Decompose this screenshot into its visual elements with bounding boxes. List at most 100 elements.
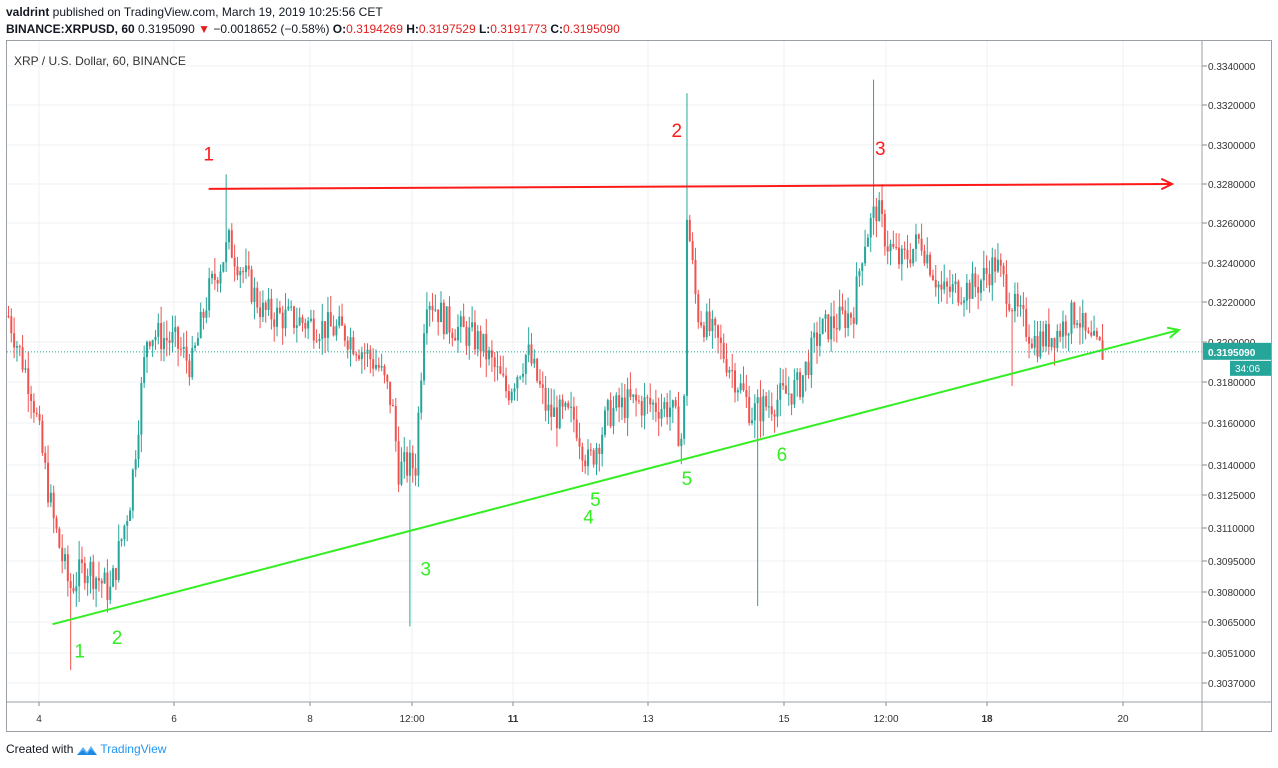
candle-body [629, 389, 632, 397]
candle-body [1056, 330, 1059, 348]
candle-body [80, 559, 83, 564]
candle-body [697, 294, 700, 323]
countdown-tag [1230, 360, 1271, 376]
candle-body [358, 355, 361, 360]
support-touch-label: 2 [112, 628, 123, 649]
tradingview-logo-icon [77, 745, 98, 755]
candle-body [527, 344, 530, 356]
candle-body [835, 328, 838, 330]
candle-body [674, 400, 677, 407]
candle-body [564, 402, 567, 407]
candle-body [55, 518, 58, 529]
candle-body [914, 234, 917, 249]
candle-body [643, 397, 646, 416]
candle-body [979, 280, 982, 293]
candle-body [117, 541, 120, 580]
close-label: C: [550, 22, 564, 36]
x-tick-label: 12:00 [873, 714, 898, 725]
trendlines [52, 177, 1182, 626]
candle-body [663, 402, 666, 409]
candle-body [242, 271, 245, 273]
candle-body [278, 307, 281, 313]
candle-body [479, 331, 482, 352]
candle-body [538, 380, 541, 385]
candle-body [897, 247, 900, 265]
candle-body [832, 316, 835, 329]
candle-body [205, 310, 208, 318]
candle-body [796, 372, 799, 381]
candle-body [736, 390, 739, 393]
x-tick-label: 8 [307, 714, 313, 725]
candle-body [725, 359, 728, 373]
candle-body [326, 312, 329, 338]
candle-body [813, 332, 816, 338]
candle-body [830, 316, 833, 340]
candle-body [131, 469, 134, 511]
candle-body [536, 358, 539, 381]
candle-body [934, 279, 937, 288]
candle-body [437, 309, 440, 323]
candle-body [369, 349, 372, 360]
down-arrow-icon: ▼ [198, 22, 211, 36]
candle-body [490, 350, 493, 358]
candle-body [852, 317, 855, 324]
candle-body [1016, 293, 1019, 307]
candle-body [417, 412, 420, 476]
candle-body [145, 341, 148, 358]
candle-body [601, 434, 604, 454]
candle-body [1033, 335, 1036, 348]
candle-body [688, 219, 691, 242]
candle-body [799, 372, 802, 398]
candle-body [530, 344, 533, 364]
candle-body [321, 321, 324, 340]
countdown-value: 34:06 [1235, 364, 1260, 375]
candle-body [881, 200, 884, 214]
candle-body [864, 246, 867, 264]
candle-body [227, 230, 230, 243]
candle-body [95, 577, 98, 590]
candle-body [561, 399, 564, 407]
tradingview-brand[interactable]: TradingView [100, 742, 167, 756]
candle-body [745, 390, 748, 398]
candle-body [58, 528, 61, 548]
candle-body [767, 406, 770, 408]
candle-body [332, 326, 335, 336]
candle-body [1019, 305, 1022, 307]
candle-body [1076, 323, 1079, 325]
candle-body [516, 377, 519, 389]
candle-body [982, 268, 985, 281]
candle-body [423, 333, 426, 381]
candle-body [151, 340, 154, 347]
candle-body [165, 338, 168, 341]
candle-body [1093, 330, 1096, 336]
candle-body [652, 402, 655, 405]
author-name[interactable]: valdrint [6, 5, 50, 19]
candle-body [434, 309, 437, 311]
candle-body [298, 317, 301, 326]
candle-body [109, 586, 112, 600]
candle-body [468, 327, 471, 346]
y-tick-label: 0.3080000 [1208, 588, 1256, 599]
candle-body [558, 399, 561, 429]
candle-body [256, 287, 259, 308]
candle-body [996, 259, 999, 272]
low-value: 0.3191773 [490, 22, 548, 36]
y-tick-label: 0.3180000 [1208, 378, 1256, 389]
candle-body [816, 332, 819, 346]
candle-body [239, 271, 242, 276]
candle-body [21, 347, 24, 370]
created-with-label: Created with [6, 742, 74, 756]
candle-body [782, 383, 785, 386]
candle-body [646, 397, 649, 399]
candle-body [917, 234, 920, 239]
candle-body [440, 302, 443, 323]
candle-body [700, 322, 703, 326]
candle-body [454, 337, 457, 341]
candle-body [1067, 333, 1070, 336]
symbol-info-bar: BINANCE:XRPUSD, 60 0.3195090 ▼ −0.001865… [6, 22, 620, 36]
resistance-touch-label: 2 [672, 121, 683, 142]
candle-body [1073, 302, 1076, 325]
candle-body [954, 281, 957, 285]
